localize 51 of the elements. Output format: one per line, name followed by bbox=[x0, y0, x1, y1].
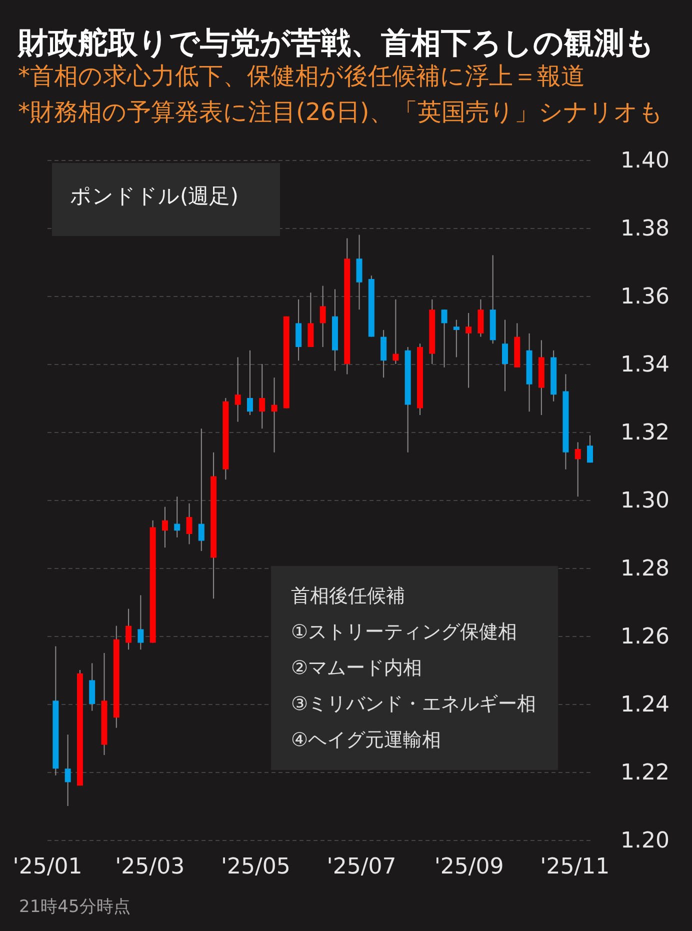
y-tick-label: 1.40 bbox=[620, 148, 670, 174]
annotation: ④ヘイグ元運輸相 bbox=[291, 729, 442, 751]
candlestick bbox=[478, 298, 484, 338]
y-tick-label: 1.20 bbox=[620, 828, 670, 854]
candlestick bbox=[574, 442, 581, 498]
y-tick-label: 1.34 bbox=[620, 352, 670, 378]
chart-subtitle: *首相の求心力低下、保健相が後任候補に浮上＝報道 *財務相の予算発表に注目(26日)、「英国売り」シナリオも bbox=[18, 62, 664, 126]
candlestick bbox=[502, 319, 508, 392]
candlestick bbox=[64, 734, 71, 806]
candlestick bbox=[126, 608, 132, 650]
candlestick bbox=[441, 309, 448, 368]
candlestick bbox=[138, 594, 144, 650]
y-tick-label: 1.36 bbox=[620, 284, 670, 310]
x-tick-label: '25/09 bbox=[434, 854, 504, 880]
candlestick bbox=[320, 285, 326, 348]
x-tick-label: '25/01 bbox=[12, 854, 82, 880]
candlestick bbox=[466, 312, 472, 388]
candlestick bbox=[271, 377, 278, 453]
y-tick-label: 1.28 bbox=[620, 556, 670, 582]
x-tick-label: '25/03 bbox=[115, 854, 185, 880]
y-tick-label: 1.22 bbox=[620, 760, 670, 786]
chart-title: 財政舵取りで与党が苦戦、首相下ろしの観測も bbox=[17, 26, 655, 61]
candlestick bbox=[259, 364, 266, 430]
candlestick bbox=[234, 356, 241, 422]
candlestick bbox=[246, 350, 253, 416]
x-tick-label: '25/05 bbox=[220, 854, 290, 880]
annotation: ②マムード内相 bbox=[291, 657, 422, 679]
candlestick bbox=[453, 319, 460, 358]
candlestick bbox=[356, 234, 362, 310]
y-tick-label: 1.30 bbox=[620, 488, 670, 514]
candlestick bbox=[308, 292, 314, 348]
y-tick-label: 1.32 bbox=[620, 420, 670, 446]
candlestick bbox=[587, 434, 593, 464]
x-tick-label: '25/07 bbox=[326, 854, 396, 880]
candlestick bbox=[392, 298, 399, 364]
candlestick bbox=[380, 330, 387, 378]
annotation: 首相後任候補 bbox=[291, 585, 405, 607]
candlestick bbox=[198, 428, 204, 552]
candlestick bbox=[186, 502, 192, 545]
x-tick-label: '25/11 bbox=[540, 854, 610, 880]
candlestick bbox=[162, 506, 168, 548]
candlestick bbox=[296, 298, 302, 362]
text: 21時45分時点 bbox=[19, 897, 130, 917]
annotation: ポンドドル(週足) bbox=[70, 184, 238, 208]
y-tick-label: 1.26 bbox=[620, 624, 670, 650]
annotation: ③ミリバンド・エネルギー相 bbox=[291, 693, 536, 715]
candlestick bbox=[89, 662, 96, 712]
y-tick-label: 1.24 bbox=[620, 692, 670, 718]
annotation: ①ストリーティング保健相 bbox=[291, 621, 518, 643]
y-tick-label: 1.38 bbox=[620, 216, 670, 242]
candlestick bbox=[174, 496, 180, 538]
